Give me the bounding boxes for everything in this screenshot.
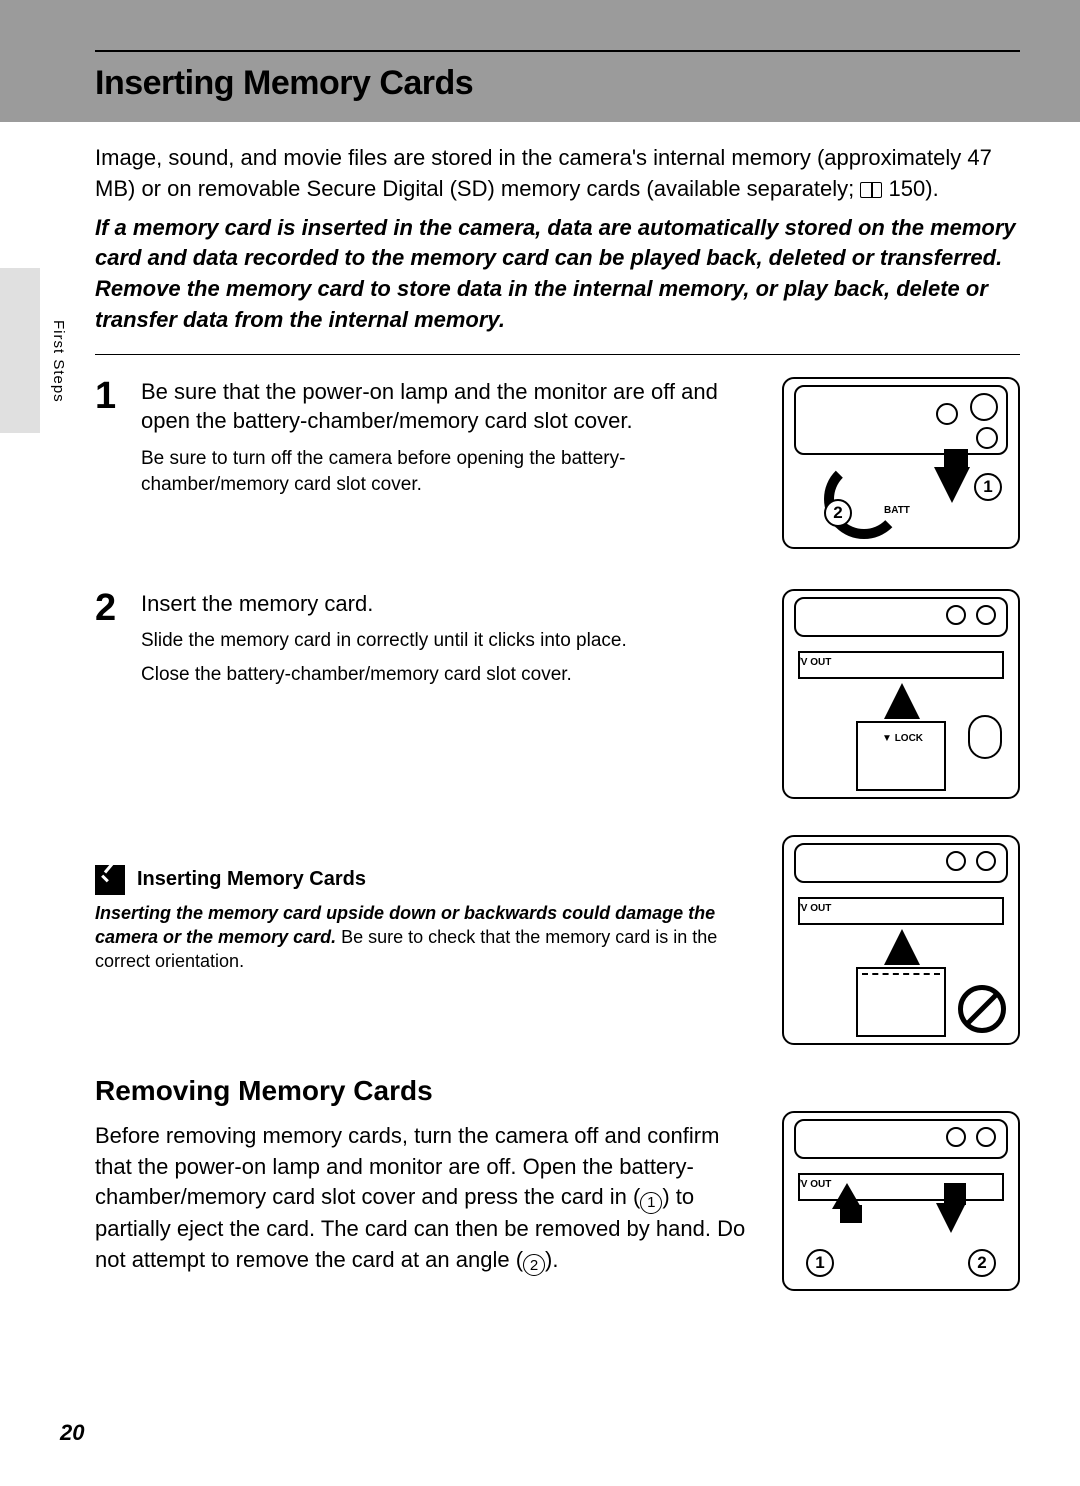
step-1-number: 1 xyxy=(95,377,125,498)
check-icon xyxy=(95,865,125,895)
section-2-fig-label-2: 2 xyxy=(968,1249,996,1277)
page-title: Inserting Memory Cards xyxy=(95,64,1020,103)
step-2-number: 2 xyxy=(95,589,125,688)
section-2-title: Removing Memory Cards xyxy=(95,1075,1020,1107)
step-2-figure: /V OUT ▼ LOCK xyxy=(782,589,1020,799)
step-1-fig-label-2: 2 xyxy=(824,499,852,527)
note-figure: /V OUT xyxy=(782,835,1020,1045)
step-2-subtext-1: Slide the memory card in correctly until… xyxy=(141,628,752,654)
intro-text-1: Image, sound, and movie files are stored… xyxy=(95,145,992,201)
section-2-figure: /V OUT 1 2 xyxy=(782,1111,1020,1291)
step-2-row: 2 Insert the memory card. Slide the memo… xyxy=(95,589,1020,799)
note-row: Inserting Memory Cards Inserting the mem… xyxy=(95,835,1020,1045)
section-2-text-a: Before removing memory cards, turn the c… xyxy=(95,1123,719,1210)
prohibit-icon xyxy=(958,985,1006,1033)
section-2-fig-label-1: 1 xyxy=(806,1249,834,1277)
step-1-subtext: Be sure to turn off the camera before op… xyxy=(141,446,752,497)
note-box: Inserting Memory Cards Inserting the mem… xyxy=(95,865,752,974)
step-1-fig-label-1: 1 xyxy=(974,473,1002,501)
step-1-row: 1 Be sure that the power-on lamp and the… xyxy=(95,377,1020,549)
step-2-fig-lock: ▼ LOCK xyxy=(882,733,923,744)
side-tab xyxy=(0,268,40,433)
step-1-figure: 1 2 BATT xyxy=(782,377,1020,549)
intro-ref-num: 150 xyxy=(889,176,926,201)
step-2-heading: Insert the memory card. xyxy=(141,589,752,619)
side-label: First Steps xyxy=(50,320,67,403)
circled-1-icon: 1 xyxy=(640,1192,662,1214)
page-number: 20 xyxy=(60,1420,84,1446)
section-2-body: Before removing memory cards, turn the c… xyxy=(95,1121,752,1276)
bold-note: If a memory card is inserted in the came… xyxy=(95,213,1020,336)
step-1-heading: Be sure that the power-on lamp and the m… xyxy=(141,377,752,436)
section-2-fig-vout: /V OUT xyxy=(798,1179,831,1190)
book-reference-icon xyxy=(860,182,882,198)
note-fig-vout: /V OUT xyxy=(798,903,831,914)
step-2-fig-vout: /V OUT xyxy=(798,657,831,668)
intro-paragraph: Image, sound, and movie files are stored… xyxy=(95,143,1020,205)
circled-2-icon: 2 xyxy=(523,1254,545,1276)
section-2-text-c: ). xyxy=(545,1247,558,1272)
section-2-row: Before removing memory cards, turn the c… xyxy=(95,1111,1020,1291)
note-body: Inserting the memory card upside down or… xyxy=(95,901,752,974)
divider xyxy=(95,354,1020,355)
step-1-fig-batt: BATT xyxy=(884,505,910,516)
note-title: Inserting Memory Cards xyxy=(137,868,366,891)
intro-text-2: ). xyxy=(925,176,938,201)
step-2-subtext-2: Close the battery-chamber/memory card sl… xyxy=(141,662,752,688)
